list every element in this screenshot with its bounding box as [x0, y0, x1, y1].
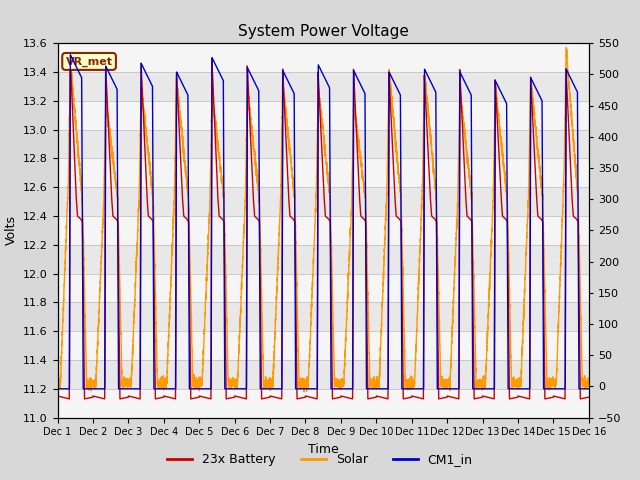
Bar	[58, 158, 589, 187]
Bar	[58, 389, 589, 418]
Bar	[58, 43, 589, 72]
Legend: 23x Battery, Solar, CM1_in: 23x Battery, Solar, CM1_in	[163, 448, 477, 471]
Title: System Power Voltage: System Power Voltage	[238, 24, 408, 39]
Bar	[58, 101, 589, 130]
Bar	[58, 331, 589, 360]
X-axis label: Time: Time	[308, 443, 339, 456]
Text: VR_met: VR_met	[65, 56, 113, 67]
Bar	[58, 216, 589, 245]
Bar	[58, 274, 589, 302]
Y-axis label: Volts: Volts	[4, 216, 17, 245]
